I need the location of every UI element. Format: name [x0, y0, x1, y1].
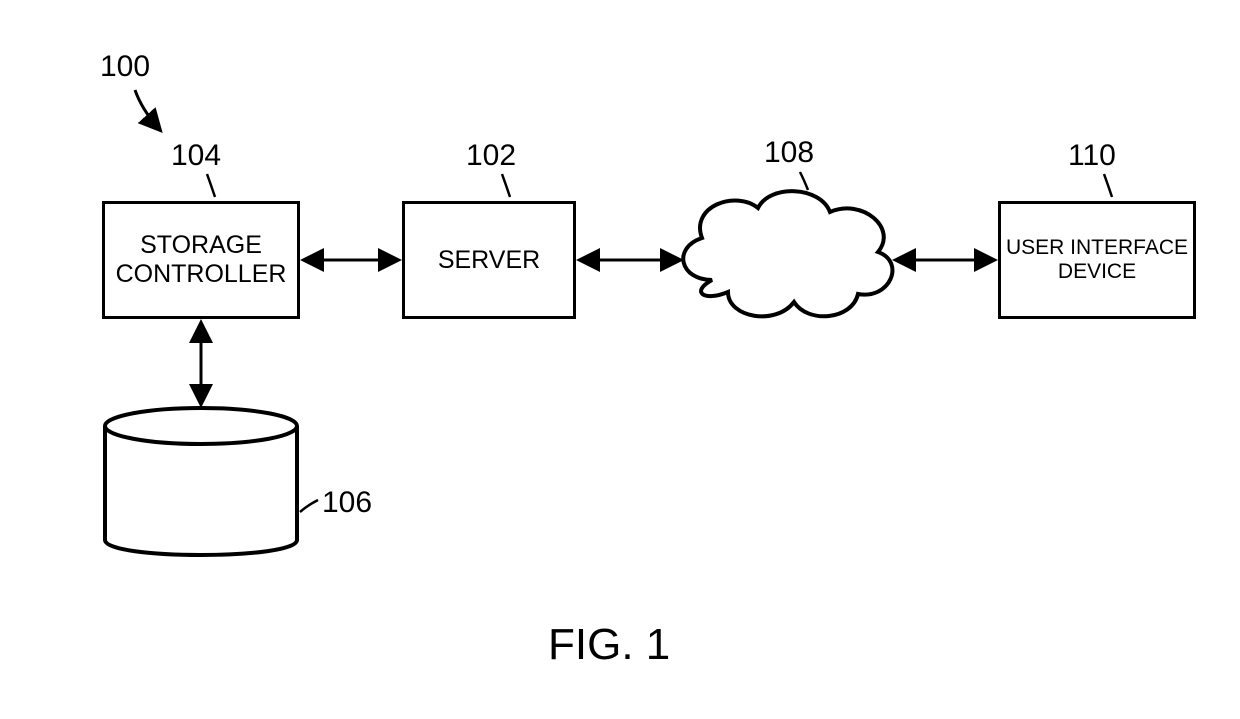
ref-100-pointer — [135, 90, 160, 130]
lead-102 — [502, 174, 510, 197]
ui-device-label: USER INTERFACEDEVICE — [1006, 236, 1188, 284]
data-storage-label: DATA STORAGE — [105, 475, 297, 501]
ref-102: 102 — [466, 139, 516, 173]
lead-104 — [207, 174, 215, 197]
server-box: SERVER — [402, 201, 576, 319]
ui-device-box: USER INTERFACEDEVICE — [998, 201, 1196, 319]
lead-108 — [800, 172, 808, 190]
ref-110: 110 — [1068, 139, 1116, 173]
server-label: SERVER — [438, 246, 540, 275]
figure-canvas: STORAGECONTROLLER SERVER USER INTERFACED… — [0, 0, 1240, 719]
storage-controller-label: STORAGECONTROLLER — [116, 231, 287, 289]
ref-106: 106 — [322, 486, 372, 520]
storage-controller-box: STORAGECONTROLLER — [102, 201, 300, 319]
figure-caption: FIG. 1 — [548, 620, 670, 670]
ref-100: 100 — [100, 50, 150, 84]
ref-104: 104 — [171, 139, 221, 173]
diagram-svg — [0, 0, 1240, 719]
network-label: NETWORK — [682, 248, 892, 277]
lead-110 — [1104, 174, 1112, 197]
lead-106 — [300, 500, 318, 512]
ref-108: 108 — [764, 136, 814, 170]
